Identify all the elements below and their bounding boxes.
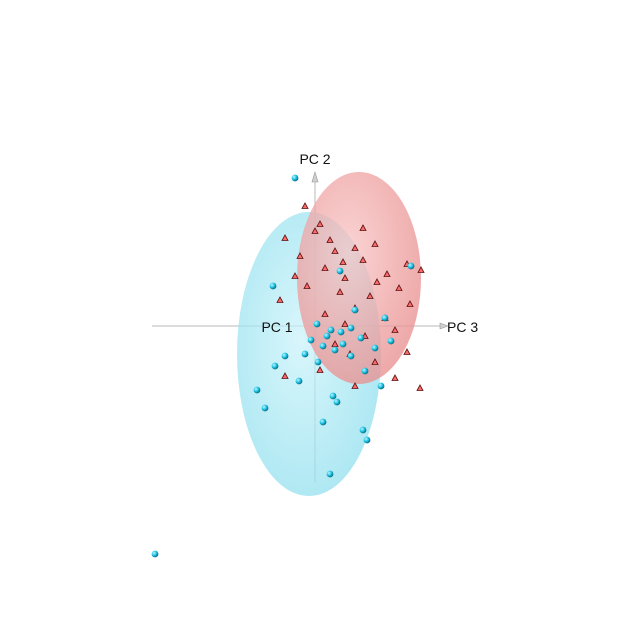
point-group-2 [387, 337, 395, 345]
ellipsoid-group-1 [297, 172, 421, 384]
point-group-1 [281, 372, 289, 379]
point-group-1 [373, 278, 381, 285]
point-group-1 [301, 202, 309, 209]
point-group-1 [351, 382, 359, 389]
point-group-1 [316, 366, 324, 373]
point-group-2 [323, 332, 331, 340]
point-group-2 [336, 267, 344, 275]
point-group-1 [303, 282, 311, 289]
point-group-1 [339, 258, 347, 265]
point-group-2 [271, 362, 279, 370]
point-group-1 [291, 272, 299, 279]
point-group-2 [363, 436, 371, 444]
point-group-1 [321, 310, 329, 317]
point-group-2 [319, 342, 327, 350]
point-group-1 [391, 326, 399, 333]
point-group-2 [337, 328, 345, 336]
point-group-1 [359, 224, 367, 231]
point-group-1 [391, 374, 399, 381]
point-group-2 [357, 334, 365, 342]
pc2-axis-label: PC 2 [299, 151, 330, 167]
point-group-2 [381, 314, 389, 322]
pc3-axis-arrowhead [439, 322, 449, 330]
point-group-1 [416, 384, 424, 391]
point-group-2 [307, 336, 315, 344]
point-group-2 [313, 320, 321, 328]
pc3-axis-label: PC 3 [447, 319, 478, 335]
point-group-1 [366, 292, 374, 299]
axis-labels: PC 2 PC 3 PC 1 [261, 151, 478, 335]
point-group-2 [331, 346, 339, 354]
point-group-1 [326, 236, 334, 243]
point-group-1 [341, 320, 349, 327]
point-group-2 [253, 386, 261, 394]
point-group-1 [351, 244, 359, 251]
point-group-2 [319, 418, 327, 426]
point-group-2 [291, 174, 299, 182]
point-group-2 [329, 392, 337, 400]
point-group-2 [407, 262, 415, 270]
point-group-1 [296, 252, 304, 259]
point-group-1 [341, 274, 349, 281]
point-group-2 [333, 398, 341, 406]
point-group-2 [326, 470, 334, 478]
point-group-1 [316, 220, 324, 227]
point-group-2 [347, 324, 355, 332]
point-group-1 [331, 247, 339, 254]
point-group-1 [281, 234, 289, 241]
point-group-1 [406, 300, 414, 307]
point-group-1 [395, 284, 403, 291]
point-group-2 [314, 358, 322, 366]
point-group-2 [295, 377, 303, 385]
data-points [151, 174, 425, 558]
point-group-2 [261, 404, 269, 412]
point-group-2 [339, 340, 347, 348]
pc2-axis-arrowhead [311, 170, 319, 183]
point-group-1 [321, 264, 329, 271]
point-group-1 [371, 240, 379, 247]
point-group-2 [327, 326, 335, 334]
point-group-2 [281, 352, 289, 360]
point-group-2 [269, 282, 277, 290]
point-group-2 [361, 367, 369, 375]
point-group-1 [403, 348, 411, 355]
point-group-2 [347, 352, 355, 360]
point-group-1 [371, 358, 379, 365]
point-group-2 [377, 382, 385, 390]
point-group-1 [276, 296, 284, 303]
point-group-2 [371, 344, 379, 352]
point-group-1 [359, 256, 367, 263]
point-group-1 [336, 288, 344, 295]
point-group-2 [359, 426, 367, 434]
point-group-1 [311, 227, 319, 234]
point-group-2 [301, 350, 309, 358]
point-group-2 [351, 306, 359, 314]
point-group-1 [383, 270, 391, 277]
point-group-2 [151, 550, 159, 558]
point-group-1 [331, 340, 339, 347]
point-group-1 [417, 266, 425, 273]
pc1-axis-label: PC 1 [261, 319, 292, 335]
